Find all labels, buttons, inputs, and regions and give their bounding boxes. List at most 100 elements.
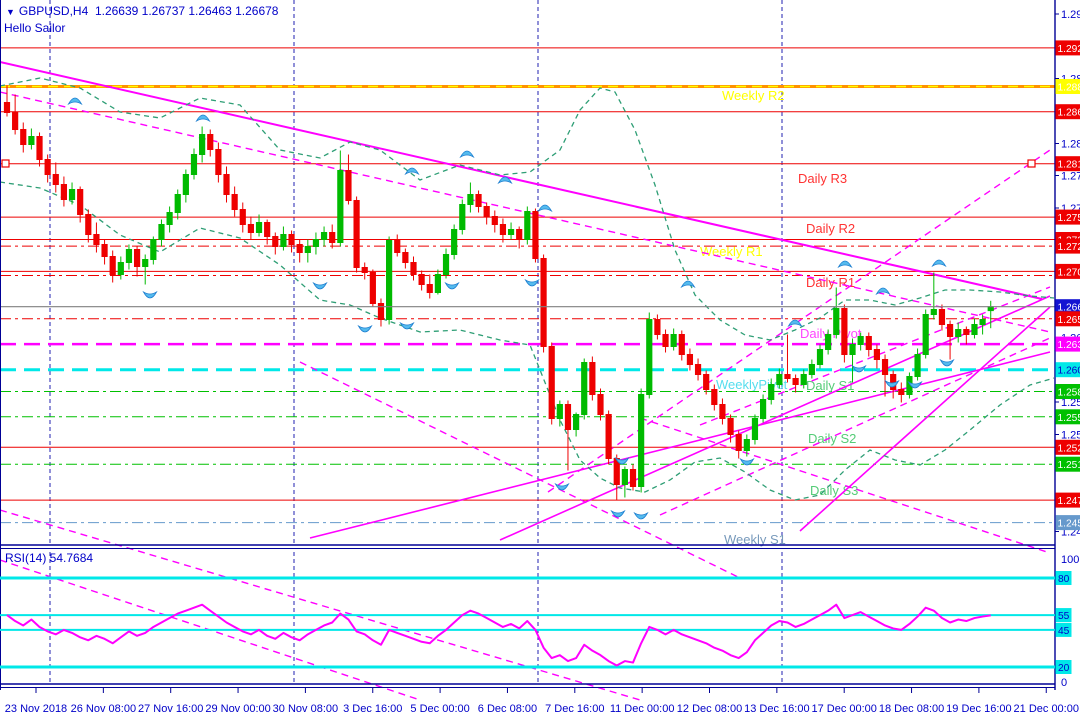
candle-bull [800, 374, 807, 385]
candle-bear [20, 129, 27, 145]
symbol-dropdown-icon[interactable]: ▼ [6, 7, 15, 17]
price-badge [1055, 263, 1080, 279]
price-badge [1055, 104, 1080, 120]
candle-bull [125, 249, 133, 263]
trendlines [0, 61, 1051, 701]
price-badge-text: 1.25830 [1058, 388, 1080, 399]
candle-bull [971, 324, 978, 335]
candle-bear [394, 240, 401, 253]
price-badge-text: 1.25103 [1058, 460, 1080, 471]
trendline-bottom-left-dash-1 [0, 509, 641, 701]
candle-bear [402, 252, 409, 263]
candle-bull [825, 334, 832, 350]
trendline-anchor-square[interactable] [1027, 159, 1036, 168]
rsi-badge-text: 45 [1058, 626, 1070, 637]
candle-bull [816, 349, 824, 365]
time-label: 18 Dec 08:00 [879, 703, 944, 715]
candle-bear [727, 418, 734, 435]
candle-bear [12, 112, 19, 130]
time-label: 6 Dec 08:00 [478, 703, 537, 715]
candle-bear [133, 249, 141, 267]
candle-bear [353, 200, 360, 268]
price-badge [1055, 336, 1080, 352]
candle-bull [751, 418, 759, 440]
time-label: 3 Dec 16:00 [343, 703, 402, 715]
candle-bull [117, 262, 124, 275]
price-badge-text: 1.25272 [1058, 443, 1080, 454]
chart-title: ▼ GBPUSD,H4 1.26639 1.26737 1.26463 1.266… [6, 4, 278, 18]
pane-frames [0, 0, 1056, 690]
candle-bull [507, 229, 515, 235]
candle-bear [36, 136, 43, 160]
fractal-up-icon [680, 280, 696, 289]
price-badge [1055, 492, 1080, 508]
candle-bear [109, 256, 116, 275]
period-separators [49, 0, 783, 684]
price-badge [1055, 311, 1080, 327]
envelope-bands [0, 77, 1055, 501]
watermark-text: Hello Sailor [4, 21, 66, 35]
candle-bear [841, 308, 848, 355]
candle-bull [922, 314, 929, 355]
rsi-scale-label: 0 [1061, 677, 1067, 689]
fractal-down-icon [312, 281, 328, 290]
fractal-down-icon [524, 278, 540, 287]
rsi-pane [0, 576, 1055, 669]
price-badge-text: 1.28628 [1058, 108, 1080, 119]
price-badge [1055, 439, 1080, 455]
time-label: 11 Dec 00:00 [610, 703, 675, 715]
candle-bear [963, 329, 970, 335]
rsi-level-badge [1055, 608, 1072, 623]
fractal-up-icon [459, 150, 475, 159]
candle-bull [955, 329, 962, 337]
candle-bull [459, 204, 466, 230]
rsi-badge-text: 80 [1058, 574, 1070, 585]
candle-bear [215, 149, 222, 175]
fractal-up-icon [404, 167, 420, 176]
pivot-label-weekly-r2: Weekly R2 [722, 88, 785, 103]
candle-bull [776, 374, 783, 385]
price-badge-text: 1.27284 [1058, 242, 1080, 253]
candle-bear [532, 211, 539, 259]
candle-bull [556, 404, 563, 419]
trendline-anchor-square[interactable] [1, 159, 10, 168]
candle-bull [190, 154, 198, 175]
time-label: 13 Dec 16:00 [744, 703, 809, 715]
time-label: 26 Nov 08:00 [71, 703, 136, 715]
price-badge [1055, 456, 1080, 472]
symbol-period-label: GBPUSD,H4 [18, 4, 89, 18]
rsi-badge-text: 20 [1058, 663, 1070, 674]
candle-bear [719, 404, 726, 419]
time-label: 7 Dec 16:00 [545, 703, 604, 715]
candle-bull [280, 234, 287, 247]
time-label: 30 Nov 08:00 [273, 703, 338, 715]
candle-bear [93, 234, 100, 245]
candle-bull [621, 469, 628, 485]
candle-bull [150, 239, 157, 260]
candle-bear [296, 244, 303, 253]
fractal-arrows [67, 97, 955, 520]
fractal-down-icon [884, 379, 900, 388]
candle-bull [914, 354, 921, 377]
trendline-ascending-dash-steep [547, 149, 1051, 493]
candle-bear [946, 324, 954, 337]
price-badge-text: 1.27031 [1058, 267, 1080, 278]
price-badge-text: 1.29266 [1058, 44, 1080, 55]
candle-bear [491, 216, 498, 225]
fractal-down-icon [633, 511, 649, 520]
candle-bear [792, 378, 799, 385]
candle-bear [694, 364, 702, 375]
time-label: 27 Nov 16:00 [138, 703, 203, 715]
fractal-down-icon [907, 380, 923, 389]
fractal-down-icon [399, 321, 415, 330]
axis-price-label: 1.25725 [1061, 397, 1080, 409]
price-badge-text: 1.27574 [1058, 213, 1080, 224]
price-badge-text: 1.26304 [1058, 340, 1080, 351]
candle-bear [499, 224, 507, 235]
axis-price-label: 1.28310 [1061, 139, 1080, 151]
candle-bear [703, 374, 710, 390]
price-badge [1055, 409, 1080, 425]
candle-bear [85, 214, 92, 235]
candle-bull [524, 211, 531, 240]
